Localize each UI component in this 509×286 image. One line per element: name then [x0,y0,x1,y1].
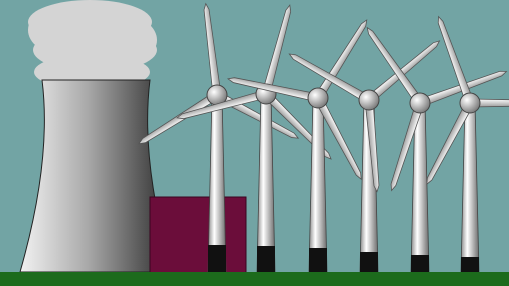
ground [0,272,509,286]
steam [28,0,157,90]
building [150,197,246,273]
page [0,0,509,286]
scene [0,0,509,286]
